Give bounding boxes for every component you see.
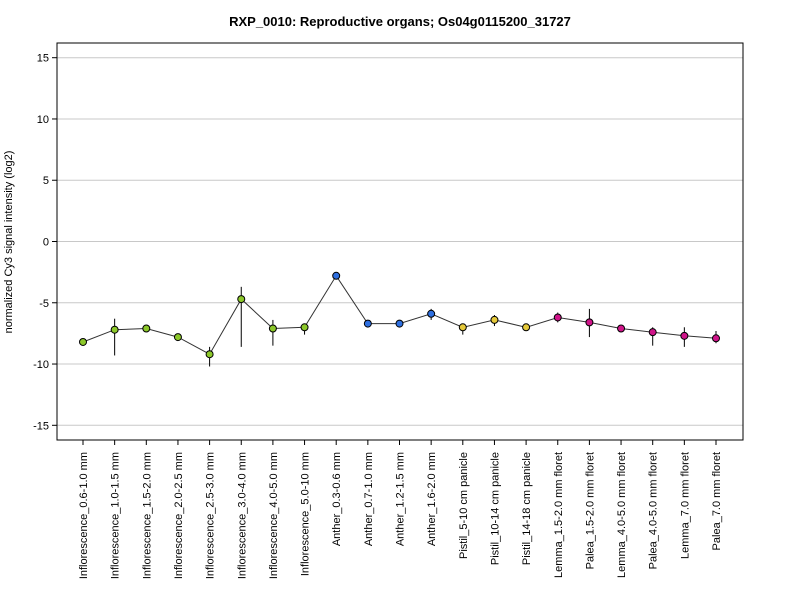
data-points: [79, 271, 720, 359]
data-point: [712, 334, 720, 343]
x-tick-label: Anther_0.7-1.0 mm: [363, 452, 375, 546]
x-tick-label: Anther_1.2-1.5 mm: [395, 452, 407, 546]
x-tick-label: Anther_0.3-0.6 mm: [331, 452, 343, 546]
x-tick-label: Inflorescence_4.0-5.0 mm: [268, 452, 280, 579]
x-tick-label: Pistil_10-14 cm panicle: [489, 452, 501, 565]
series-line-group: [82, 274, 717, 355]
x-tick-label: Inflorescence_5.0-10 mm: [300, 452, 312, 576]
data-point: [300, 323, 309, 332]
x-tick-label: Inflorescence_2.5-3.0 mm: [205, 452, 217, 579]
y-axis: 15 10 5 0 -5 -10 -15: [33, 53, 57, 432]
x-tick-label: Inflorescence_3.0-4.0 mm: [236, 452, 248, 579]
chart-title: RXP_0010: Reproductive organs; Os04g0115…: [229, 14, 571, 29]
x-tick-label: Palea_4.0-5.0 mm floret: [648, 452, 660, 569]
data-point: [142, 324, 151, 333]
x-tick-label: Anther_1.6-2.0 mm: [426, 452, 438, 546]
x-tick-label: Lemma_7.0 mm floret: [679, 452, 691, 559]
data-point: [363, 319, 372, 328]
grid-lines: [57, 57, 743, 426]
data-point: [110, 325, 119, 334]
data-point: [522, 323, 531, 332]
data-point: [332, 271, 341, 280]
x-tick-label: Lemma_4.0-5.0 mm floret: [616, 452, 628, 578]
x-axis: Inflorescence_0.6-1.0 mm Inflorescence_1.…: [78, 440, 723, 579]
y-tick-label: 15: [37, 53, 49, 65]
data-point: [458, 323, 467, 332]
y-tick-label: 10: [37, 114, 49, 126]
data-point: [79, 337, 87, 346]
series-line: [82, 274, 717, 355]
y-tick-label: -5: [39, 298, 49, 310]
data-point: [490, 315, 499, 324]
data-point: [648, 328, 657, 337]
x-tick-label: Pistil_5-10 cm panicle: [458, 452, 470, 559]
y-tick-label: 0: [43, 237, 49, 249]
y-tick-label: 5: [43, 175, 49, 187]
data-point: [427, 309, 436, 318]
x-tick-label: Inflorescence_2.0-2.5 mm: [173, 452, 185, 579]
y-tick-label: -15: [33, 420, 49, 432]
x-tick-label: Inflorescence_1.5-2.0 mm: [141, 452, 153, 579]
data-point: [173, 333, 182, 342]
data-point: [237, 295, 246, 304]
data-point: [205, 350, 214, 359]
y-axis-label: normalized Cy3 signal intensity (log2): [3, 151, 15, 334]
data-point: [268, 324, 277, 333]
x-tick-label: Palea_1.5-2.0 mm floret: [584, 452, 596, 569]
data-point: [553, 313, 562, 322]
x-tick-label: Lemma_1.5-2.0 mm floret: [553, 452, 565, 578]
x-tick-label: Inflorescence_1.0-1.5 mm: [110, 452, 122, 579]
data-point: [395, 319, 404, 328]
y-tick-label: -10: [33, 359, 49, 371]
x-tick-label: Pistil_14-18 cm panicle: [521, 452, 533, 565]
data-point: [617, 324, 626, 333]
data-point: [585, 318, 594, 327]
data-point: [680, 331, 689, 340]
x-tick-label: Palea_7.0 mm floret: [711, 452, 723, 550]
x-tick-label: Inflorescence_0.6-1.0 mm: [78, 452, 90, 579]
plot-frame: [56, 42, 744, 441]
